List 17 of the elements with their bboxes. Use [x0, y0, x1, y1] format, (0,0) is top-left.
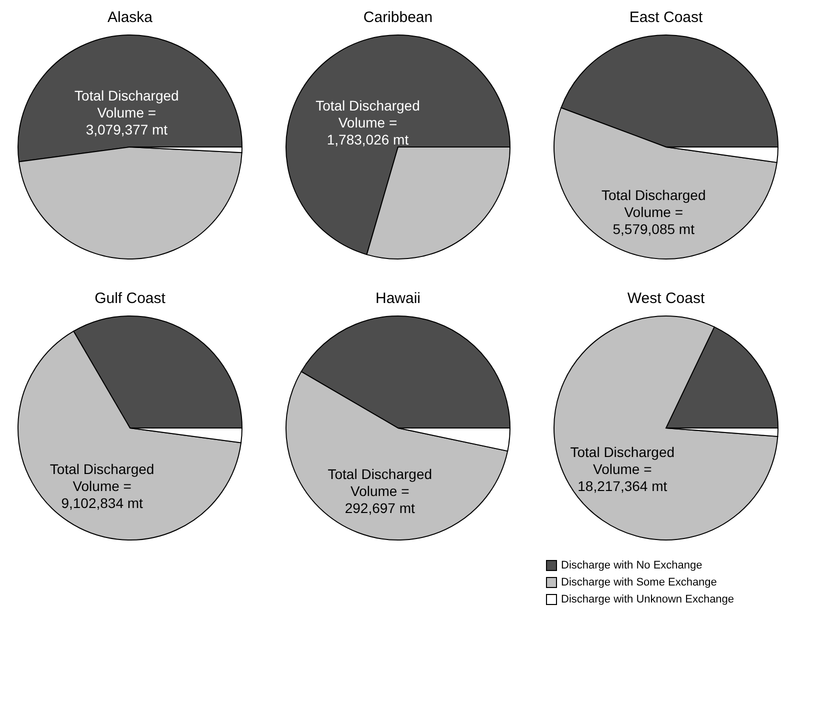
- chart-title: Caribbean: [363, 9, 433, 26]
- chart-title: Alaska: [107, 9, 154, 26]
- chart-title: West Coast: [627, 290, 706, 307]
- chart-title: Hawaii: [375, 290, 421, 307]
- text: Total Discharged Volume = 9,102,834 mt: [50, 460, 154, 511]
- chart-title: Gulf Coast: [94, 290, 166, 307]
- text: Total Discharged Volume = 292,697 mt: [328, 466, 432, 516]
- chart-title: East Coast: [629, 9, 704, 26]
- legend-label: Discharge with Some Exchange: [561, 576, 717, 588]
- pie-slice: [286, 34, 510, 256]
- text: Total Discharged Volume = 18,217,364 mt: [570, 444, 675, 494]
- legend-label: Discharge with No Exchange: [561, 560, 702, 572]
- text: Total Discharged Volume = 3,079,377 mt: [74, 88, 179, 138]
- legend-label: Discharge with Unknown Exchange: [561, 594, 734, 606]
- pie-slice: [554, 316, 778, 540]
- text: Total Discharged Volume = 5,579,085 mt: [601, 186, 706, 237]
- text: Total Discharged Volume = 1,783,026 mt: [316, 98, 420, 148]
